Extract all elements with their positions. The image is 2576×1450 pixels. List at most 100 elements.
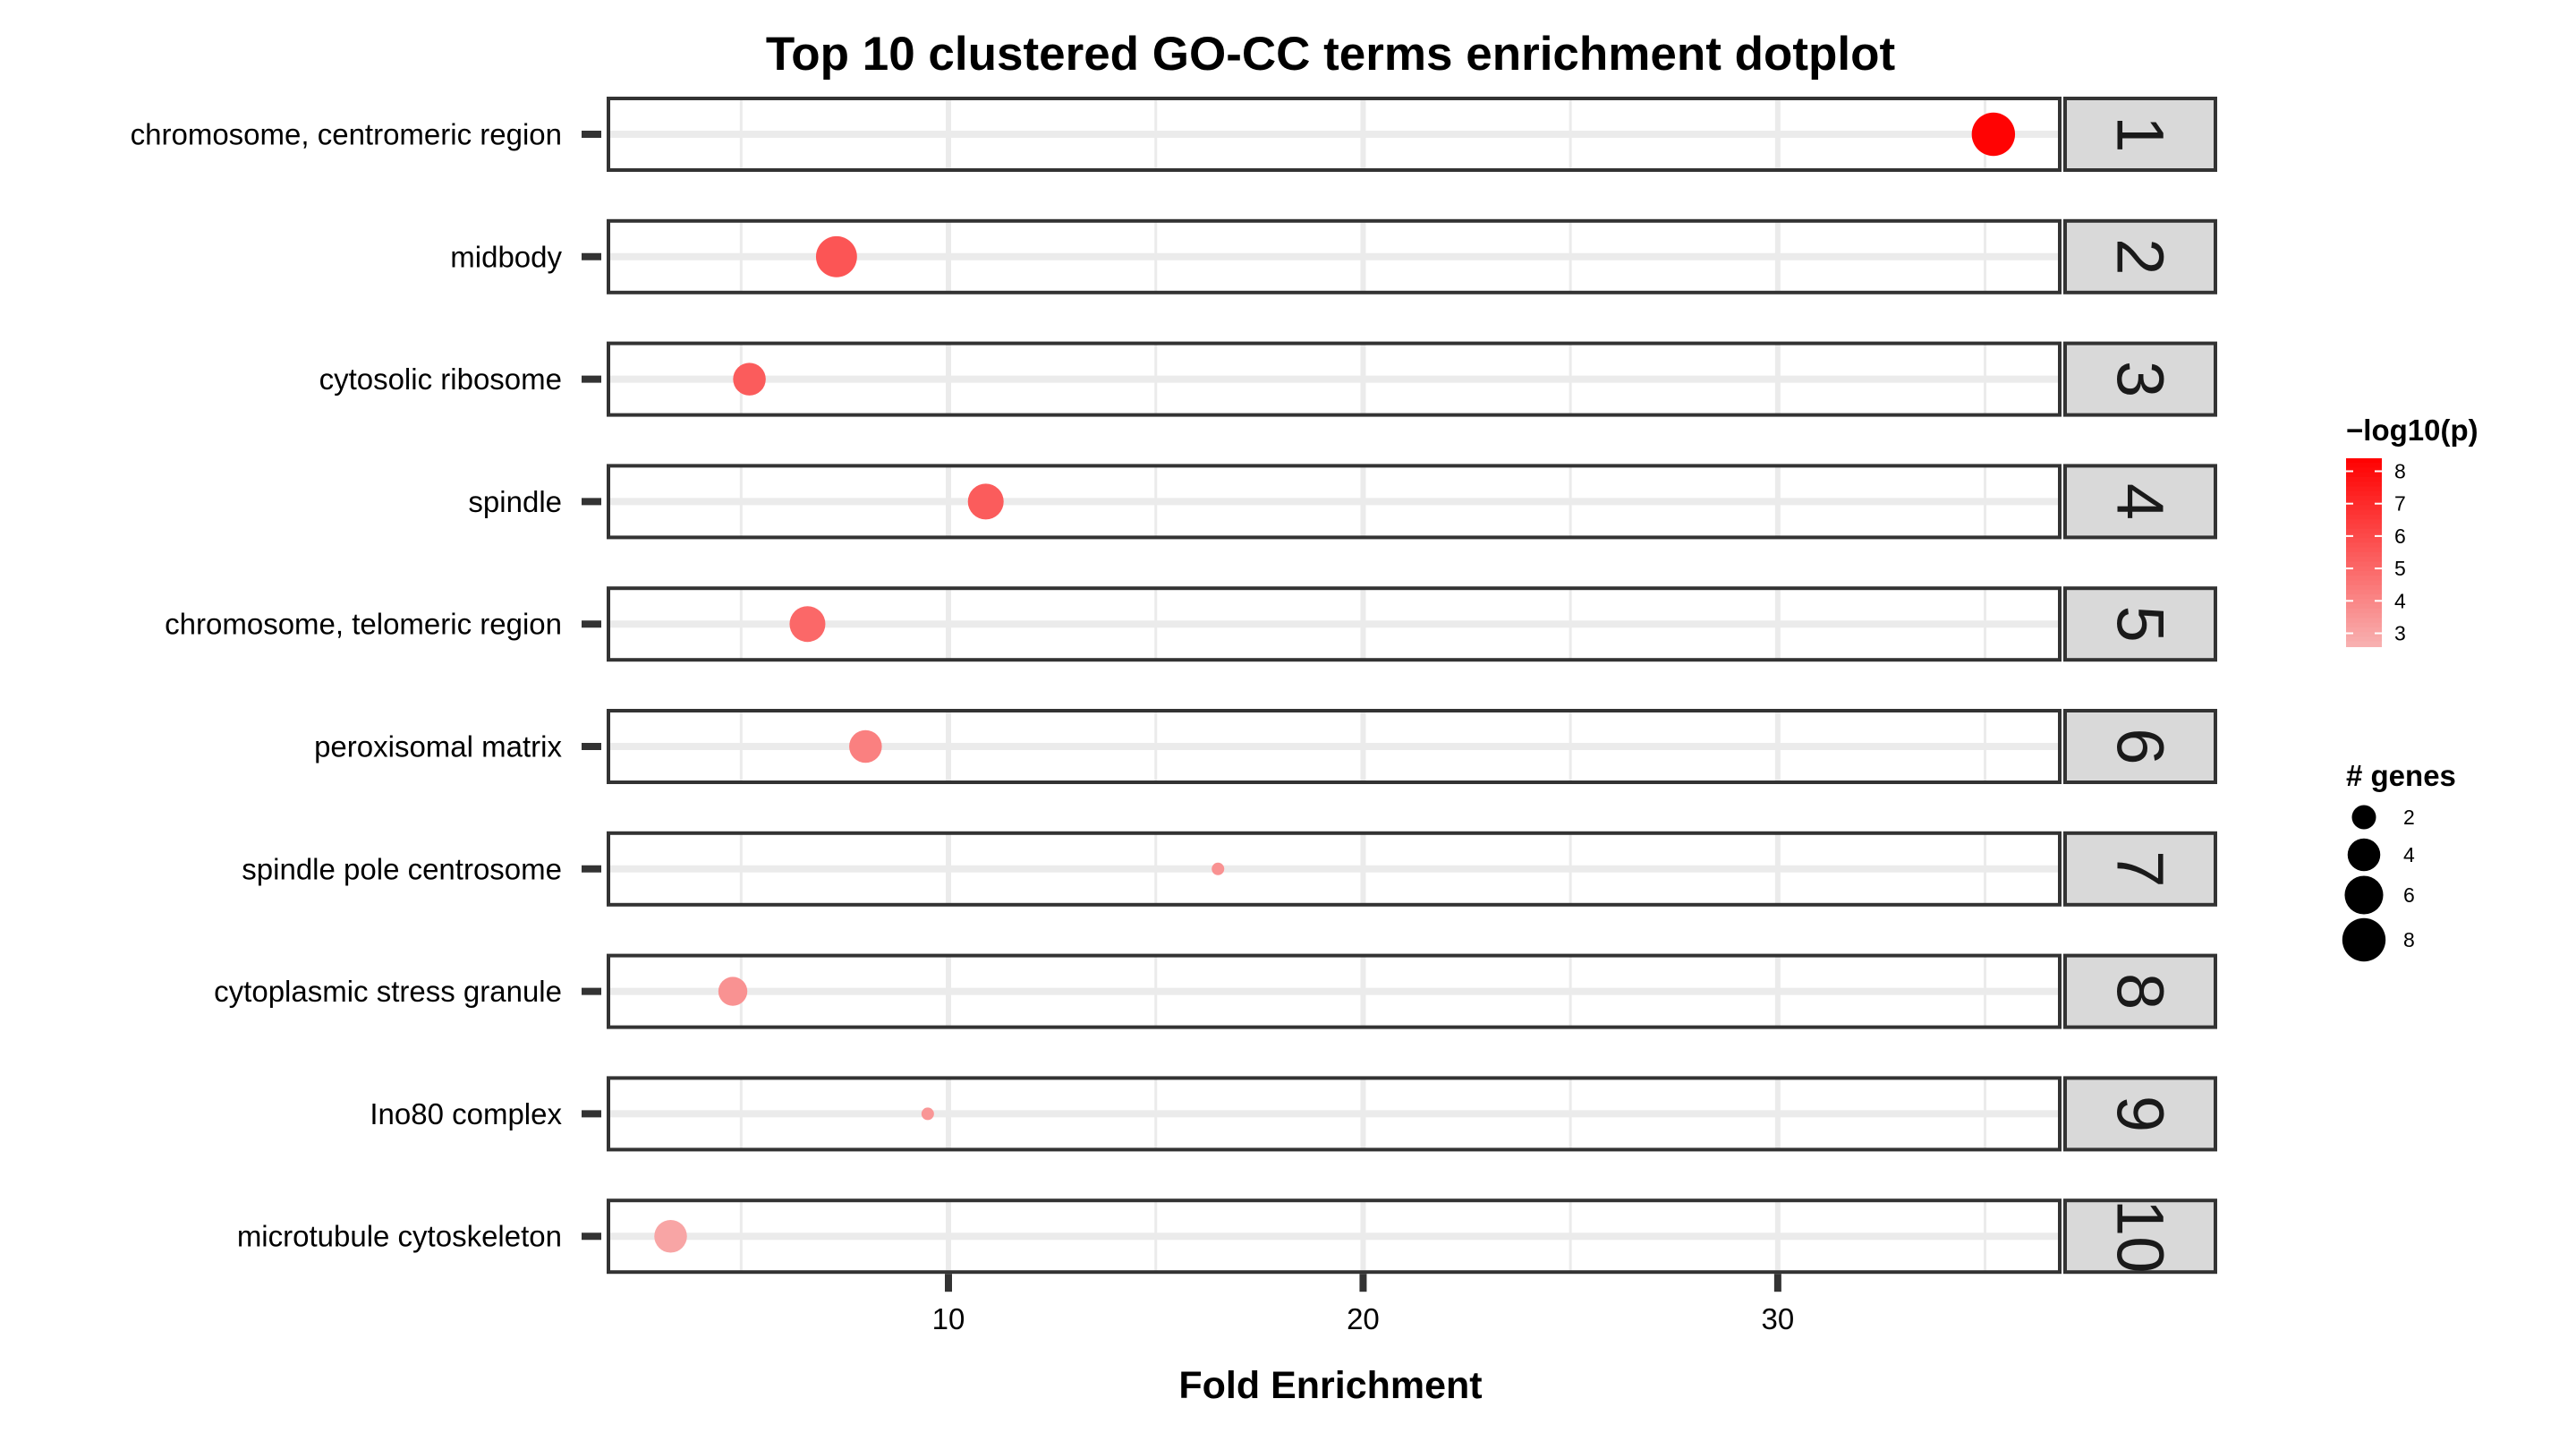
facet-strip xyxy=(2063,1198,2217,1275)
data-point xyxy=(1971,112,2016,157)
facet-row: 5 chromosome, telomeric region xyxy=(165,586,2217,662)
color-bar-segment xyxy=(2346,566,2382,572)
facet-strip-label: 8 xyxy=(2104,973,2178,1010)
data-point xyxy=(654,1219,687,1253)
facet-strip-label: 3 xyxy=(2104,361,2178,397)
color-bar-segment xyxy=(2346,603,2382,610)
y-tick-label: spindle pole centrosome xyxy=(242,852,562,885)
data-point xyxy=(789,606,826,643)
facet-row: 9 Ino80 complex xyxy=(370,1076,2217,1152)
panel-border xyxy=(607,586,2062,662)
data-point xyxy=(921,1107,934,1121)
facet-strip xyxy=(2063,831,2217,907)
color-bar-segment xyxy=(2346,584,2382,591)
color-bar-segment xyxy=(2346,641,2382,647)
facet-strip-label: 1 xyxy=(2104,115,2178,152)
color-bar-segment xyxy=(2346,472,2382,478)
facet-strip-label: 2 xyxy=(2104,238,2178,275)
color-bar-segment xyxy=(2346,524,2382,530)
facet-row: 3 cytosolic ribosome xyxy=(319,341,2217,417)
size-legend-dot xyxy=(2344,875,2384,915)
color-bar-segment xyxy=(2346,500,2382,507)
color-bar-segment xyxy=(2346,609,2382,615)
color-bar-segment xyxy=(2346,557,2382,563)
panel-border xyxy=(607,1076,2062,1152)
chart-title: Top 10 clustered GO-CC terms enrichment … xyxy=(766,28,1895,81)
y-tick-label: cytosolic ribosome xyxy=(319,362,562,396)
data-point xyxy=(733,362,766,396)
panel-border xyxy=(607,464,2062,540)
facet-row: 10 microtubule cytoskeleton xyxy=(237,1198,2217,1275)
size-legend-label: 4 xyxy=(2403,843,2415,866)
color-bar-segment xyxy=(2346,519,2382,525)
facet-strip xyxy=(2063,953,2217,1029)
color-bar-segment xyxy=(2346,561,2382,567)
y-tick-label: Ino80 complex xyxy=(370,1097,562,1130)
size-legend-dot xyxy=(2342,917,2386,962)
facet-row: 6 peroxisomal matrix xyxy=(314,709,2217,784)
color-legend-label: 8 xyxy=(2394,459,2406,482)
color-legend: −log10(p) 8 7 6 5 4 3 xyxy=(2346,414,2478,647)
color-bar-segment xyxy=(2346,590,2382,596)
facet-strip xyxy=(2063,709,2217,784)
facet-strip-label: 10 xyxy=(2104,1199,2178,1273)
size-legend-label: 2 xyxy=(2403,806,2415,829)
color-bar-segment xyxy=(2346,482,2382,488)
facet-strip xyxy=(2063,97,2217,172)
data-point xyxy=(815,235,857,277)
facet-strip xyxy=(2063,341,2217,417)
color-bar-segment xyxy=(2346,542,2382,549)
facet-row: 8 cytoplasmic stress granule xyxy=(214,953,2217,1029)
size-legend-dot xyxy=(2347,838,2381,872)
size-legend-label: 8 xyxy=(2403,928,2415,951)
y-tick-label: cytoplasmic stress granule xyxy=(214,975,562,1008)
color-bar-segment xyxy=(2346,594,2382,601)
y-tick-label: spindle xyxy=(468,485,562,518)
color-bar-segment xyxy=(2346,552,2382,559)
facet-strip xyxy=(2063,1076,2217,1152)
facet-strip-label: 5 xyxy=(2104,606,2178,643)
color-bar-segment xyxy=(2346,576,2382,582)
data-point xyxy=(718,977,748,1006)
color-bar-segment xyxy=(2346,505,2382,511)
panel-border xyxy=(607,953,2062,1029)
y-tick-label: peroxisomal matrix xyxy=(314,730,562,763)
color-bar-segment xyxy=(2346,632,2382,638)
color-bar-segment xyxy=(2346,463,2382,469)
y-tick-label: chromosome, telomeric region xyxy=(165,608,562,641)
facet-panels: 1 chromosome, centromeric region 2 midbody 3… xyxy=(131,97,2217,1275)
color-legend-label: 5 xyxy=(2394,557,2406,580)
facet-strip xyxy=(2063,464,2217,540)
x-axis-label: Fold Enrichment xyxy=(1178,1364,1482,1407)
x-tick-label: 30 xyxy=(1762,1302,1795,1335)
color-bar-segment xyxy=(2346,636,2382,643)
facet-row: 7 spindle pole centrosome xyxy=(242,831,2217,907)
color-legend-label: 6 xyxy=(2394,525,2406,548)
data-point xyxy=(967,483,1004,520)
facet-strip xyxy=(2063,586,2217,662)
color-bar-segment xyxy=(2346,627,2382,634)
color-bar-segment xyxy=(2346,613,2382,619)
size-legend-dot xyxy=(2351,805,2376,830)
y-tick-label: chromosome, centromeric region xyxy=(131,118,562,151)
color-bar-segment xyxy=(2346,538,2382,544)
color-bar-segment xyxy=(2346,580,2382,586)
data-point xyxy=(1211,862,1225,875)
color-bar-segment xyxy=(2346,528,2382,534)
facet-row: 4 spindle xyxy=(468,464,2217,540)
x-axis: 10 20 30 xyxy=(932,1274,1795,1335)
color-bar-segment xyxy=(2346,496,2382,502)
y-tick-label: microtubule cytoskeleton xyxy=(237,1220,562,1253)
size-legend: # genes 2 4 6 8 xyxy=(2342,759,2456,962)
color-bar-segment xyxy=(2346,622,2382,628)
panel-border xyxy=(607,709,2062,784)
color-bar-segment xyxy=(2346,599,2382,605)
x-tick-label: 20 xyxy=(1347,1302,1380,1335)
color-legend-title: −log10(p) xyxy=(2346,414,2478,447)
color-bar-segment xyxy=(2346,547,2382,553)
color-bar-segment xyxy=(2346,509,2382,516)
panel-border xyxy=(607,218,2062,294)
color-bar-segment xyxy=(2346,618,2382,624)
y-tick-label: midbody xyxy=(450,240,562,273)
